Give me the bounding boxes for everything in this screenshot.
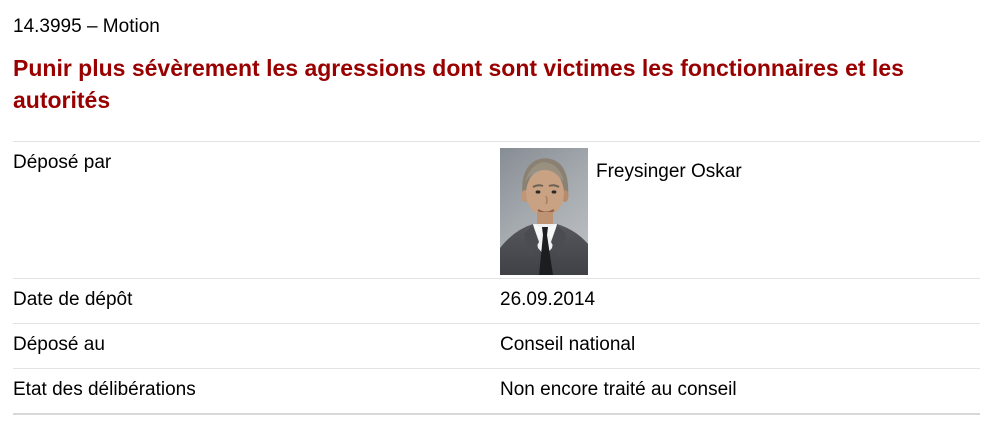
- label-date-depot: Date de dépôt: [13, 289, 133, 310]
- value-date-depot: 26.09.2014: [500, 289, 596, 310]
- dossier-number: 14.3995 – Motion: [13, 16, 160, 37]
- value-depose-par: Freysinger Oskar: [500, 142, 980, 278]
- page-header: 14.3995 – Motion Punir plus sévèrement l…: [13, 0, 980, 141]
- detail-row-depose-au: Déposé au Conseil national: [13, 324, 980, 369]
- detail-row-etat-deliberations: Etat des délibérations Non encore traité…: [13, 369, 980, 415]
- label-etat-deliberations: Etat des délibérations: [13, 379, 196, 400]
- label-depose-au: Déposé au: [13, 334, 105, 355]
- detail-row-depose-par: Déposé par: [13, 142, 980, 279]
- label-depose-par: Déposé par: [13, 152, 112, 173]
- depositor-name-link[interactable]: Freysinger Oskar: [596, 161, 742, 182]
- person-portrait-photo: [500, 148, 588, 275]
- value-etat-deliberations: Non encore traité au conseil: [500, 379, 737, 400]
- detail-row-date-depot: Date de dépôt 26.09.2014: [13, 279, 980, 324]
- details-table: Déposé par: [13, 141, 980, 415]
- page-title: Punir plus sévèrement les agressions don…: [13, 55, 904, 113]
- value-depose-au: Conseil national: [500, 334, 636, 355]
